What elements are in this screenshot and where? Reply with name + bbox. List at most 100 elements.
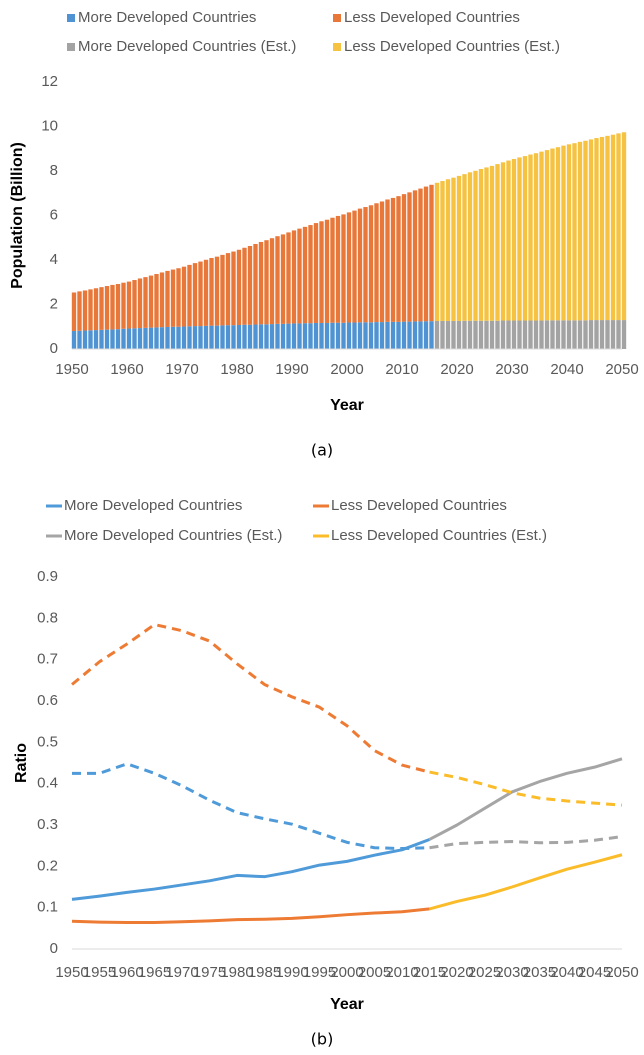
bar xyxy=(341,322,346,349)
bar xyxy=(170,326,176,349)
y-tick-label: 0.2 xyxy=(37,857,58,874)
bar xyxy=(286,323,291,349)
bar xyxy=(357,322,363,349)
bar xyxy=(506,160,511,321)
x-tick-label: 1960 xyxy=(110,964,143,981)
bar xyxy=(374,203,379,323)
bar xyxy=(522,320,528,349)
bar xyxy=(357,208,363,323)
bar xyxy=(440,320,445,349)
bar xyxy=(572,143,577,321)
bar xyxy=(99,329,104,349)
bar xyxy=(297,228,302,324)
bar xyxy=(198,326,203,349)
x-tick-label: 1990 xyxy=(275,964,308,981)
bar xyxy=(143,327,148,349)
bar xyxy=(346,322,352,349)
bar xyxy=(264,240,269,325)
bar xyxy=(407,321,412,349)
dashed-line xyxy=(429,770,623,807)
bar xyxy=(374,322,379,349)
bar xyxy=(280,234,286,324)
bar xyxy=(528,320,533,349)
bar xyxy=(148,275,154,328)
bar xyxy=(544,150,550,321)
bar xyxy=(621,132,627,321)
legend-label: More Developed Countries xyxy=(64,497,242,514)
bar xyxy=(181,266,187,327)
bar xyxy=(99,287,104,330)
x-tick-label: 1975 xyxy=(193,964,226,981)
bar xyxy=(478,168,484,321)
bar xyxy=(390,321,396,349)
x-tick-label: 1995 xyxy=(303,964,336,981)
bar xyxy=(379,322,385,349)
bar xyxy=(88,289,93,331)
bar xyxy=(363,207,368,323)
bar xyxy=(506,320,511,349)
bar xyxy=(313,322,319,349)
x-tick-label: 1980 xyxy=(220,964,253,981)
bar xyxy=(511,158,517,321)
bar xyxy=(368,322,374,349)
x-tick-label: 2025 xyxy=(468,964,501,981)
bar xyxy=(231,251,236,326)
x-tick-label: 2030 xyxy=(495,361,528,378)
legend-label: Less Developed Countries xyxy=(331,497,507,514)
bar xyxy=(242,324,247,349)
bar xyxy=(330,217,335,323)
bar xyxy=(71,330,77,349)
bar xyxy=(544,320,550,349)
bar xyxy=(330,322,335,349)
bar xyxy=(418,188,423,322)
bar xyxy=(137,278,143,329)
bar xyxy=(220,254,225,326)
bar xyxy=(181,326,187,349)
bar xyxy=(517,320,522,349)
bar xyxy=(308,323,313,349)
bar xyxy=(192,326,198,349)
y-tick-label: 0.3 xyxy=(37,816,58,833)
bar xyxy=(594,320,599,349)
bar xyxy=(280,323,286,349)
bar xyxy=(577,320,583,349)
bar xyxy=(396,321,401,349)
bar xyxy=(346,212,352,323)
y-tick-label: 0.1 xyxy=(37,899,58,916)
bar xyxy=(126,281,132,329)
bar xyxy=(126,328,132,349)
y-tick-label: 0.7 xyxy=(37,651,58,668)
bar xyxy=(539,320,544,349)
bar xyxy=(363,322,368,349)
bar xyxy=(154,327,159,349)
x-tick-label: 2010 xyxy=(385,964,418,981)
bar xyxy=(93,288,99,331)
x-axis-title: Year xyxy=(330,996,364,1013)
bar xyxy=(605,320,610,349)
legend-swatch xyxy=(67,43,75,51)
bar xyxy=(236,324,242,349)
bar xyxy=(489,165,495,321)
bar xyxy=(511,320,517,349)
bar xyxy=(104,286,110,330)
bar xyxy=(561,145,566,321)
bar xyxy=(473,320,478,349)
bar xyxy=(110,329,115,349)
legend-label: More Developed Countries xyxy=(78,9,256,26)
bar xyxy=(198,261,203,327)
bar xyxy=(253,243,258,325)
bar xyxy=(478,320,484,349)
bar xyxy=(495,320,500,349)
y-tick-label: 10 xyxy=(41,117,58,134)
bar xyxy=(495,164,500,321)
bar xyxy=(286,232,291,324)
bar xyxy=(484,320,489,349)
x-tick-label: 2005 xyxy=(358,964,391,981)
bar xyxy=(253,324,258,349)
bar xyxy=(517,157,522,321)
bar xyxy=(231,325,236,349)
bar xyxy=(104,329,110,349)
bar xyxy=(242,247,247,325)
bar xyxy=(583,140,588,321)
bar xyxy=(258,324,264,349)
